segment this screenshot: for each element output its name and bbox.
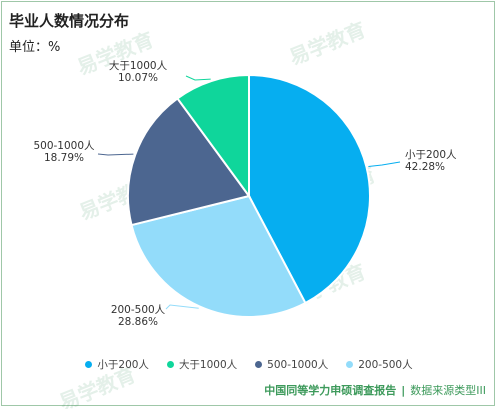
pie-slice [127, 97, 251, 227]
legend-label: 500-1000人 [267, 358, 329, 371]
slice-label: 200-500人 [111, 304, 166, 316]
legend-swatch [255, 360, 263, 368]
slice-label: 500-1000人 [33, 140, 95, 152]
footer-source: 数据来源类型III [410, 384, 486, 397]
slice-value-label: 28.86% [118, 316, 158, 328]
slice-label: 大于1000人 [109, 59, 168, 72]
footer-separator: | [401, 384, 406, 397]
leader-line [165, 304, 199, 310]
legend-item[interactable]: 小于200人 [85, 357, 149, 372]
footer: 中国同等学力申硕调查报告 | 数据来源类型III [264, 382, 486, 398]
leader-line [97, 153, 134, 156]
slice-value-label: 10.07% [118, 72, 158, 84]
pie-slice [130, 194, 307, 318]
slice-value-label: 42.28% [405, 161, 445, 173]
footer-report-title: 中国同等学力申硕调查报告 [264, 384, 397, 397]
chart-title: 毕业人数情况分布 [9, 12, 130, 30]
legend-swatch [346, 360, 354, 368]
legend-item[interactable]: 500-1000人 [255, 357, 328, 372]
slice-value-label: 18.79% [44, 152, 84, 164]
pie-slice [248, 73, 371, 305]
legend: 小于200人 大于1000人 500-1000人 200-500人 [0, 356, 498, 372]
pie-slice [176, 73, 250, 200]
unit-label: 单位：% [9, 40, 61, 55]
watermark-text: 易学教育 [286, 17, 369, 69]
leader-line [368, 161, 401, 167]
legend-label: 200-500人 [358, 358, 413, 371]
legend-label: 大于1000人 [178, 358, 238, 371]
leader-line [185, 75, 211, 81]
legend-swatch [166, 360, 174, 368]
slice-label: 小于200人 [405, 149, 457, 161]
legend-item[interactable]: 200-500人 [346, 357, 413, 372]
legend-item[interactable]: 大于1000人 [166, 357, 238, 372]
legend-label: 小于200人 [97, 358, 149, 371]
legend-swatch [85, 360, 93, 368]
